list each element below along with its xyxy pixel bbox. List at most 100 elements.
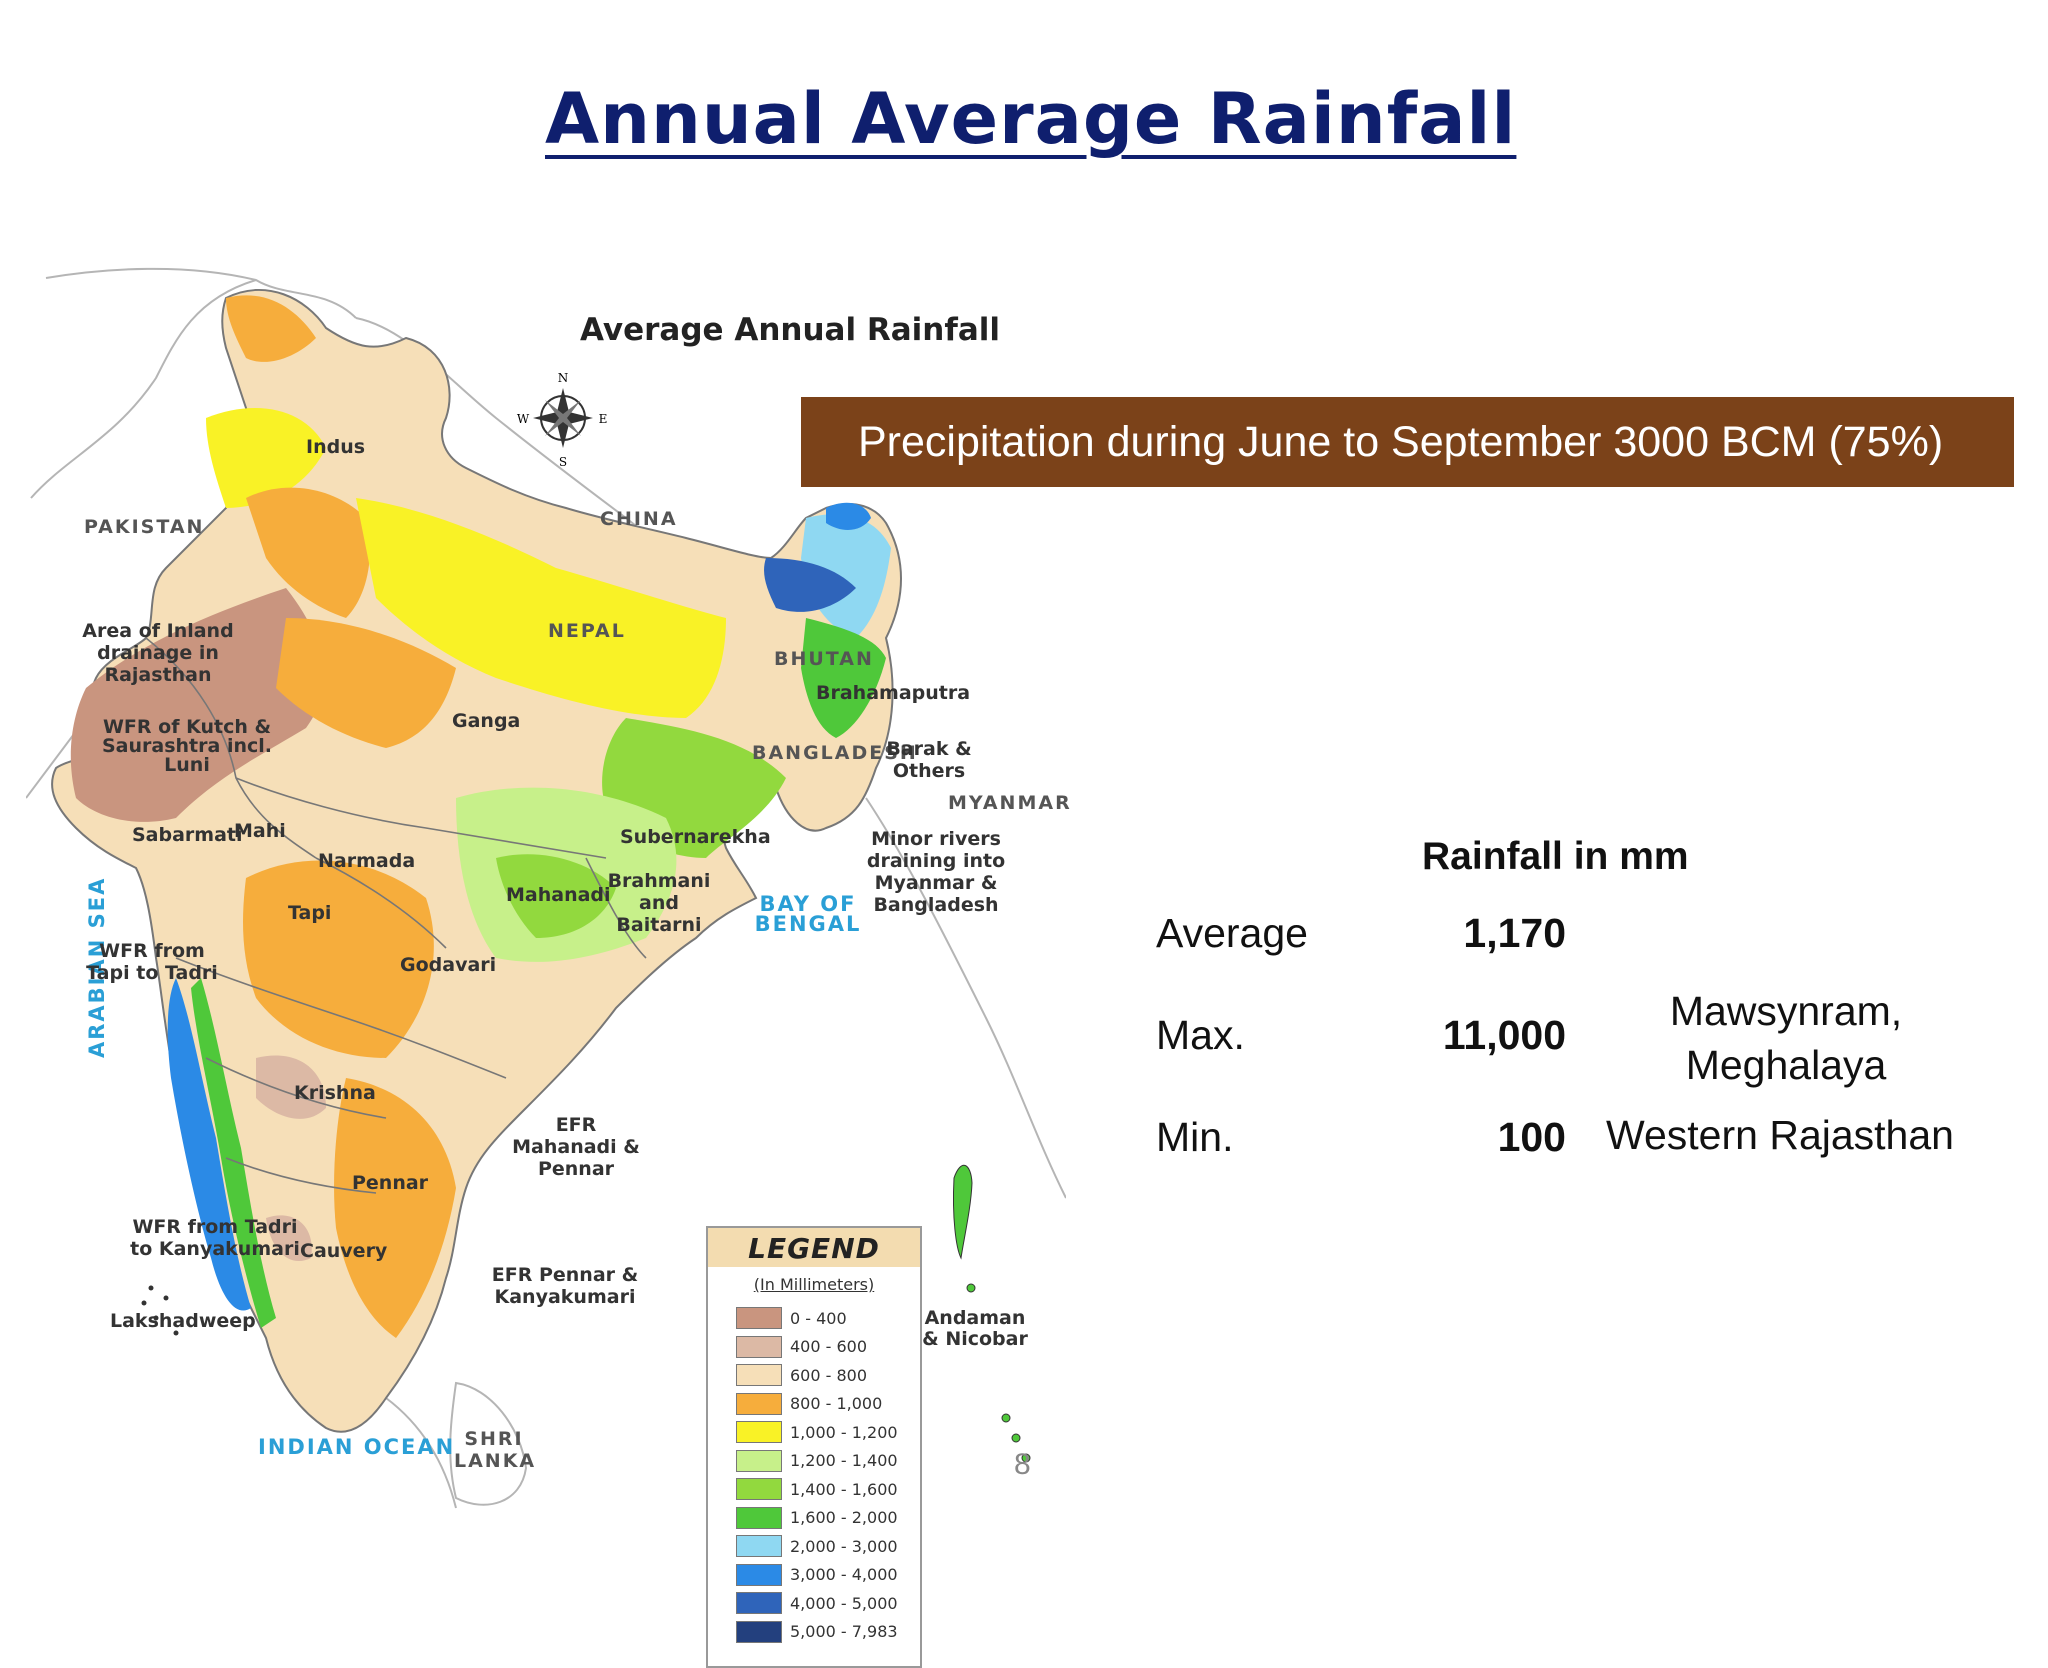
row-value: 1,170	[1463, 910, 1566, 956]
label-subernarekha: Subernarekha	[620, 826, 771, 848]
legend-label: 4,000 - 5,000	[790, 1593, 898, 1613]
label-sabarmati: Sabarmati	[132, 824, 243, 846]
map-title: Average Annual Rainfall	[580, 312, 1001, 348]
basin-boundaries	[145, 637, 647, 1194]
label-kutch: WFR of Kutch & Saurashtra incl. Luni	[102, 716, 272, 776]
label-pakistan: PAKISTAN	[84, 516, 205, 538]
legend-swatch	[736, 1364, 782, 1387]
label-brahamaputra: Brahamaputra	[816, 682, 971, 704]
row-value: 100	[1497, 1114, 1566, 1160]
label-mahi: Mahi	[234, 820, 286, 842]
label-china: CHINA	[600, 508, 678, 530]
legend-item: 600 - 800	[736, 1361, 920, 1390]
label-bhutan: BHUTAN	[774, 648, 874, 670]
label-efr-pennar: EFR Pennar & Kanyakumari	[491, 1264, 639, 1308]
legend-item: 4,000 - 5,000	[736, 1589, 920, 1618]
label-minor-rivers: Minor rivers draining into Myanmar & Ban…	[866, 828, 1006, 916]
legend-swatch	[736, 1307, 782, 1330]
label-myanmar: MYANMAR	[948, 792, 1072, 814]
legend-item: 2,000 - 3,000	[736, 1532, 920, 1561]
compass-w: W	[517, 412, 530, 426]
legend-swatch	[736, 1421, 782, 1444]
label-brahmani: Brahmani and Baitarni	[607, 870, 711, 936]
legend-label: 1,200 - 1,400	[790, 1451, 898, 1471]
label-shri-lanka: SHRI LANKA	[454, 1428, 537, 1472]
label-wfr-tadri: WFR from Tadri to Kanyakumari	[130, 1216, 300, 1260]
legend-swatch	[736, 1592, 782, 1615]
legend-swatch	[736, 1563, 782, 1586]
andaman-islands	[952, 1165, 1031, 1463]
label-ganga: Ganga	[452, 710, 521, 732]
label-wfr-tapi: WFR from Tapi to Tadri	[86, 940, 218, 984]
legend-swatch	[736, 1620, 782, 1643]
label-krishna: Krishna	[294, 1082, 376, 1104]
legend-item: 1,400 - 1,600	[736, 1475, 920, 1504]
label-pennar: Pennar	[352, 1172, 429, 1194]
label-mahanadi: Mahanadi	[506, 884, 611, 906]
legend-title: LEGEND	[708, 1228, 920, 1267]
compass-icon: N S E W	[517, 371, 608, 469]
label-godavari: Godavari	[400, 954, 497, 976]
legend-item: 1,000 - 1,200	[736, 1418, 920, 1447]
row-location: Mawsynram, Meghalaya	[1669, 988, 1903, 1088]
label-bangladesh: BANGLADESH	[752, 742, 918, 764]
legend-swatch	[736, 1506, 782, 1529]
legend-item: 800 - 1,000	[736, 1390, 920, 1419]
legend-swatch	[736, 1535, 782, 1558]
rainfall-heading: Rainfall in mm	[1422, 835, 1689, 878]
legend-swatch	[736, 1449, 782, 1472]
slide-title: Annual Average Rainfall	[545, 78, 1517, 160]
row-label: Average	[1156, 910, 1308, 956]
legend-item: 1,600 - 2,000	[736, 1504, 920, 1533]
legend-swatch	[736, 1335, 782, 1358]
label-narmada: Narmada	[318, 850, 416, 872]
label-indian-ocean: INDIAN OCEAN	[258, 1435, 456, 1459]
legend-item: 1,200 - 1,400	[736, 1447, 920, 1476]
rainfall-row-max: Max. 11,000 Mawsynram, Meghalaya	[1156, 986, 1976, 1096]
legend-items: 0 - 400 400 - 600 600 - 800 800 - 1,000 1,00…	[708, 1304, 920, 1646]
legend-label: 1,600 - 2,000	[790, 1508, 898, 1528]
map-graphic: N S E W	[26, 267, 1066, 1509]
label-tapi: Tapi	[288, 902, 332, 924]
legend-item: 0 - 400	[736, 1304, 920, 1333]
label-indus: Indus	[306, 436, 366, 458]
legend-label: 3,000 - 4,000	[790, 1565, 898, 1585]
rainfall-map: N S E W Average Annual Rainfall PAKISTAN…	[26, 258, 1070, 1668]
legend-swatch	[736, 1478, 782, 1501]
row-location: Western Rajasthan	[1606, 1112, 1954, 1158]
label-inland-rajasthan: Area of Inland drainage in Rajasthan	[82, 620, 234, 686]
label-bay-of-bengal: BAY OF BENGAL	[754, 892, 862, 936]
legend-label: 1,000 - 1,200	[790, 1422, 898, 1442]
row-label: Min.	[1156, 1114, 1234, 1160]
page-number: 8	[1014, 1448, 1031, 1481]
legend-label: 600 - 800	[790, 1365, 868, 1385]
legend-item: 5,000 - 7,983	[736, 1618, 920, 1647]
lakshadweep-islands	[141, 1285, 179, 1336]
rainfall-row-average: Average 1,170	[1156, 910, 1976, 970]
legend-label: 0 - 400	[790, 1308, 847, 1328]
label-cauvery: Cauvery	[300, 1240, 388, 1262]
legend-label: 800 - 1,000	[790, 1394, 883, 1414]
map-legend: LEGEND (In Millimeters) 0 - 400 400 - 600…	[706, 1226, 922, 1668]
legend-label: 5,000 - 7,983	[790, 1622, 898, 1642]
precipitation-banner: Precipitation during June to September 3…	[801, 397, 2014, 487]
rainfall-row-min: Min. 100 Western Rajasthan	[1156, 1112, 1976, 1174]
compass-e: E	[599, 412, 608, 426]
row-label: Max.	[1156, 1012, 1245, 1058]
legend-label: 2,000 - 3,000	[790, 1536, 898, 1556]
label-efr-mahanadi: EFR Mahanadi & Pennar	[512, 1114, 640, 1180]
label-barak: Barak & Others	[886, 738, 972, 782]
label-andaman: Andaman & Nicobar	[922, 1307, 1028, 1350]
legend-swatch	[736, 1392, 782, 1415]
legend-label: 1,400 - 1,600	[790, 1479, 898, 1499]
rainfall-zones	[70, 295, 891, 1338]
legend-label: 400 - 600	[790, 1337, 868, 1357]
compass-n: N	[558, 371, 569, 385]
compass-s: S	[559, 455, 567, 469]
legend-item: 3,000 - 4,000	[736, 1561, 920, 1590]
row-value: 11,000	[1442, 1012, 1566, 1058]
legend-subtitle: (In Millimeters)	[753, 1275, 875, 1294]
label-nepal: NEPAL	[548, 620, 626, 642]
label-lakshadweep: Lakshadweep	[110, 1310, 256, 1332]
legend-item: 400 - 600	[736, 1333, 920, 1362]
